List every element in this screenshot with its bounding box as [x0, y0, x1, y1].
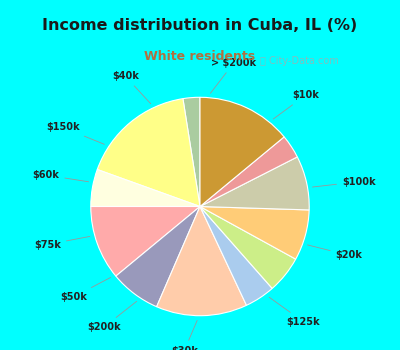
Text: $75k: $75k [34, 236, 90, 250]
Wedge shape [157, 206, 246, 316]
Wedge shape [97, 99, 200, 206]
Wedge shape [200, 97, 284, 206]
Wedge shape [200, 157, 309, 210]
Text: $100k: $100k [312, 177, 376, 187]
Wedge shape [200, 206, 272, 305]
Text: $30k: $30k [171, 320, 198, 350]
Text: $50k: $50k [61, 278, 111, 302]
Wedge shape [91, 169, 200, 206]
Text: $40k: $40k [112, 71, 151, 104]
Wedge shape [91, 206, 200, 276]
Text: $60k: $60k [32, 170, 88, 182]
Wedge shape [200, 137, 297, 206]
Text: $150k: $150k [46, 122, 104, 144]
Text: $20k: $20k [308, 245, 362, 260]
Wedge shape [200, 206, 309, 259]
Wedge shape [183, 97, 200, 206]
Text: $200k: $200k [87, 301, 137, 332]
Wedge shape [200, 206, 296, 288]
Wedge shape [116, 206, 200, 307]
Text: ⓘ City-Data.com: ⓘ City-Data.com [260, 56, 339, 66]
Text: $10k: $10k [273, 90, 319, 119]
Text: > $200k: > $200k [210, 58, 256, 93]
Text: $125k: $125k [269, 297, 320, 327]
Text: Income distribution in Cuba, IL (%): Income distribution in Cuba, IL (%) [42, 18, 358, 33]
Text: White residents: White residents [144, 50, 256, 63]
